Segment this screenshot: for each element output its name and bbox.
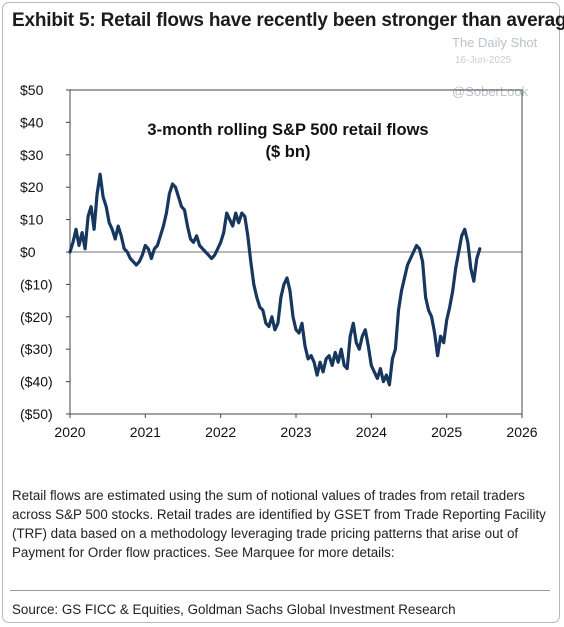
chart-title: 3-month rolling S&P 500 retail flows: [147, 121, 428, 139]
y-tick-label: ($40): [20, 374, 53, 390]
y-tick-label: $30: [20, 147, 44, 163]
y-tick-label: $10: [20, 212, 44, 228]
x-tick-label: 2021: [130, 424, 161, 440]
watermark-name: The Daily Shot: [452, 35, 538, 50]
y-tick-label: ($20): [20, 309, 53, 325]
series-line-retail-flows: [68, 172, 482, 387]
y-tick-label: $0: [20, 244, 36, 260]
y-tick-label: $50: [20, 82, 44, 98]
y-tick-label: ($30): [20, 341, 53, 357]
y-tick-label: $20: [20, 179, 44, 195]
x-tick-label: 2022: [205, 424, 236, 440]
y-tick-label: ($10): [20, 276, 53, 292]
divider: [10, 590, 550, 591]
y-tick-label: ($50): [20, 406, 53, 422]
chart-subtitle: ($ bn): [266, 143, 311, 161]
x-tick-label: 2026: [506, 424, 537, 440]
source-note: Source: GS FICC & Equities, Goldman Sach…: [12, 602, 456, 617]
x-tick-label: 2020: [54, 424, 85, 440]
chart-caption: Retail flows are estimated using the sum…: [12, 488, 546, 560]
exhibit-headline: Exhibit 5: Retail flows have recently be…: [12, 10, 564, 31]
line-chart: $50 $40 $30 $20 $10 $0 ($10) ($20) ($30) ($40) ($5…: [20, 82, 538, 440]
exhibit-frame: [2, 2, 560, 623]
x-tick-label: 2025: [431, 424, 462, 440]
x-tick-label: 2023: [280, 424, 311, 440]
y-tick-label: $40: [20, 114, 44, 130]
x-tick-label: 2024: [356, 424, 387, 440]
watermark-date: 16-Jun-2025: [455, 55, 512, 66]
watermark-handle: @SoberLook: [452, 84, 529, 99]
